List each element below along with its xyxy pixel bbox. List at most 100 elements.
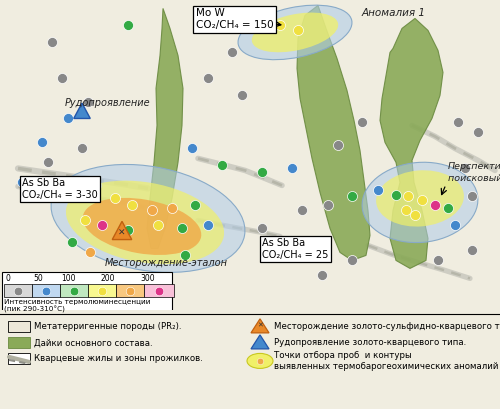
Point bbox=[44, 159, 52, 166]
Point bbox=[126, 288, 134, 294]
Point bbox=[348, 257, 356, 264]
Ellipse shape bbox=[376, 170, 464, 227]
Point bbox=[178, 225, 186, 231]
Text: Интенсивность термолюминесценции: Интенсивность термолюминесценции bbox=[4, 299, 150, 306]
Point bbox=[124, 22, 132, 29]
Text: 100: 100 bbox=[61, 274, 75, 283]
Point bbox=[81, 217, 89, 224]
Point bbox=[98, 288, 106, 294]
Point bbox=[374, 187, 382, 194]
Point bbox=[276, 22, 284, 29]
Ellipse shape bbox=[66, 181, 224, 264]
Point bbox=[468, 247, 476, 254]
Point bbox=[155, 288, 163, 294]
Point bbox=[238, 92, 246, 99]
Point bbox=[128, 202, 136, 209]
Point bbox=[98, 222, 106, 229]
Point bbox=[392, 192, 400, 199]
Bar bbox=[144, 284, 174, 297]
Point bbox=[188, 145, 196, 152]
Text: 50: 50 bbox=[33, 274, 43, 283]
Point bbox=[154, 222, 162, 229]
Point bbox=[86, 249, 94, 256]
Point bbox=[474, 129, 482, 136]
Point bbox=[124, 227, 132, 234]
Point bbox=[318, 272, 326, 279]
Point bbox=[258, 225, 266, 231]
Bar bbox=[8, 321, 30, 332]
Polygon shape bbox=[297, 5, 370, 261]
Point bbox=[42, 288, 50, 294]
Bar bbox=[2, 272, 172, 317]
Text: Аномалия 1: Аномалия 1 bbox=[362, 9, 426, 18]
Point bbox=[18, 179, 26, 186]
Bar bbox=[116, 284, 144, 297]
Text: 200: 200 bbox=[101, 274, 115, 283]
Bar bbox=[60, 284, 88, 297]
Bar bbox=[32, 284, 60, 297]
Text: ✕: ✕ bbox=[257, 323, 263, 329]
Ellipse shape bbox=[252, 13, 338, 52]
Text: ✕: ✕ bbox=[118, 229, 126, 238]
Point bbox=[68, 239, 76, 246]
Ellipse shape bbox=[82, 198, 202, 255]
Polygon shape bbox=[251, 335, 269, 349]
Bar bbox=[4, 284, 32, 297]
Text: Точки отбора проб  и контуры
выявленных термобарогеохимических аномалий: Точки отбора проб и контуры выявленных т… bbox=[274, 351, 498, 371]
Text: Mo W
CO₂/CH₄ = 150: Mo W CO₂/CH₄ = 150 bbox=[196, 9, 274, 30]
Point bbox=[191, 202, 199, 209]
Point bbox=[92, 182, 100, 189]
Text: 300: 300 bbox=[140, 274, 156, 283]
Point bbox=[444, 205, 452, 212]
Polygon shape bbox=[147, 9, 183, 248]
Text: 0: 0 bbox=[6, 274, 10, 283]
Point bbox=[181, 252, 189, 258]
Point bbox=[411, 212, 419, 219]
Point bbox=[258, 169, 266, 176]
Point bbox=[111, 195, 119, 202]
Point bbox=[204, 222, 212, 229]
Polygon shape bbox=[74, 103, 90, 119]
Point bbox=[324, 202, 332, 209]
Ellipse shape bbox=[51, 164, 245, 272]
Text: Рудопроявление: Рудопроявление bbox=[65, 99, 150, 108]
Point bbox=[402, 207, 410, 213]
Text: Метатерригенные породы (PR₂).: Метатерригенные породы (PR₂). bbox=[34, 322, 182, 331]
Point bbox=[334, 142, 342, 149]
Text: Месторождение-эталон: Месторождение-эталон bbox=[105, 258, 228, 268]
Point bbox=[431, 202, 439, 209]
Point bbox=[256, 357, 264, 364]
Polygon shape bbox=[112, 221, 132, 240]
Point bbox=[348, 193, 356, 200]
Point bbox=[218, 162, 226, 169]
Point bbox=[468, 193, 476, 200]
Point bbox=[58, 75, 66, 82]
Bar bbox=[8, 353, 30, 364]
Point bbox=[294, 27, 302, 34]
Text: Рудопроявление золото-кварцевого типа.: Рудопроявление золото-кварцевого типа. bbox=[274, 338, 466, 347]
Ellipse shape bbox=[247, 353, 273, 369]
Text: As Sb Ba
CO₂/CH₄ = 3-30: As Sb Ba CO₂/CH₄ = 3-30 bbox=[22, 178, 98, 200]
Point bbox=[38, 139, 46, 146]
Point bbox=[434, 257, 442, 264]
Point bbox=[418, 197, 426, 204]
Point bbox=[404, 193, 412, 200]
Point bbox=[48, 39, 56, 46]
Point bbox=[461, 165, 469, 172]
Point bbox=[358, 119, 366, 126]
Bar bbox=[8, 337, 30, 348]
Text: Месторождение золото-сульфидно-кварцевого типа: Месторождение золото-сульфидно-кварцевог… bbox=[274, 322, 500, 331]
Ellipse shape bbox=[362, 162, 478, 243]
Point bbox=[84, 99, 92, 106]
Point bbox=[168, 205, 176, 212]
Point bbox=[14, 288, 22, 294]
Point bbox=[454, 119, 462, 126]
Text: Перспективный
поисковый участок: Перспективный поисковый участок bbox=[448, 162, 500, 182]
Point bbox=[451, 222, 459, 229]
Point bbox=[70, 288, 78, 294]
Point bbox=[288, 165, 296, 172]
Bar bbox=[88, 284, 116, 297]
Polygon shape bbox=[251, 319, 269, 333]
Text: (пик 290-310°C): (пик 290-310°C) bbox=[4, 306, 65, 312]
Point bbox=[64, 115, 72, 122]
